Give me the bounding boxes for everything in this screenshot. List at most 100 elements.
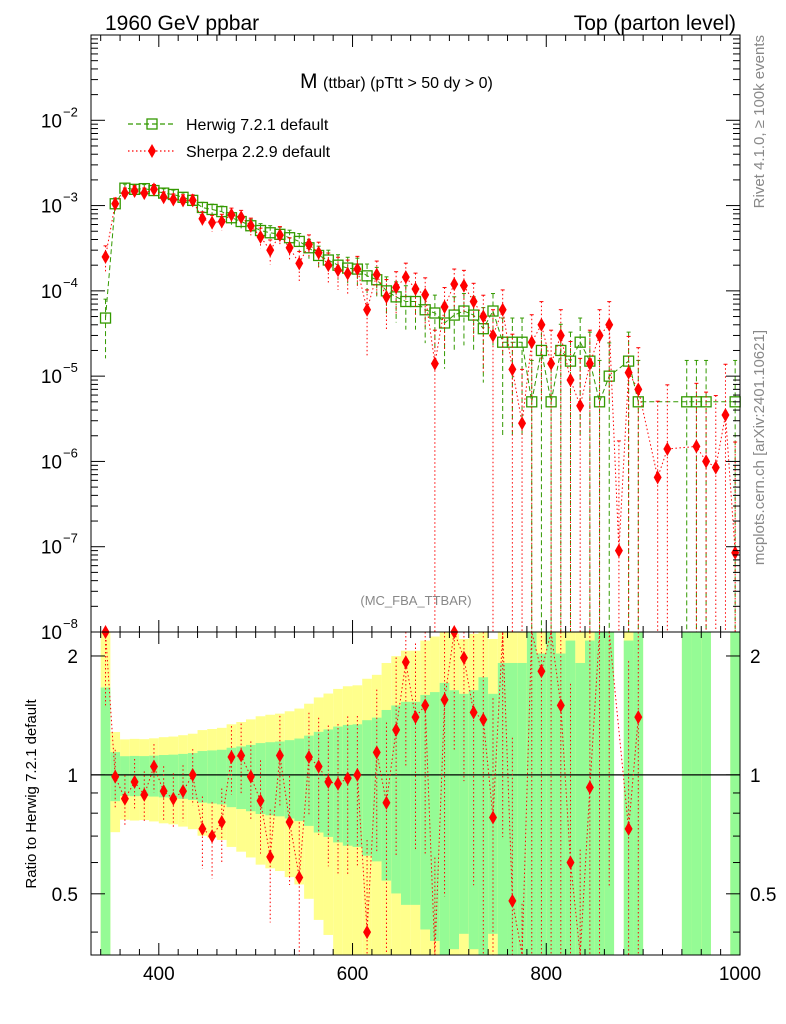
herwig-series (99, 182, 741, 632)
ratio-sherpa-point (304, 749, 313, 764)
sherpa-line (105, 188, 736, 553)
main-panel (90, 34, 741, 633)
ratio-sherpa-point (488, 810, 497, 825)
ratio-sherpa-point (401, 655, 410, 670)
ratio-tick-labels: 0.5 0.5 1 1 2 2 (52, 647, 777, 906)
main-axis-ticks (91, 34, 741, 633)
ratio-sherpa-point (585, 780, 594, 795)
ratio-sherpa-point (120, 791, 129, 806)
sherpa-point (692, 439, 701, 454)
ratio-band-1sigma (284, 740, 295, 819)
sherpa-point (295, 256, 304, 271)
ratio-tick-label-right: 1 (750, 766, 761, 787)
ratio-sherpa-point (237, 748, 246, 763)
ratio-band-1sigma (207, 750, 217, 804)
ratio-sherpa-point (459, 650, 468, 665)
sherpa-point (624, 365, 633, 380)
ratio-sherpa-point (566, 855, 575, 870)
sherpa-point (411, 282, 420, 297)
ratio-band-1sigma (362, 720, 372, 856)
sherpa-point (140, 186, 149, 201)
ratio-band-1sigma (216, 749, 227, 805)
ratio-panel (90, 625, 741, 956)
ratio-sherpa-point (159, 784, 168, 799)
sherpa-point (711, 460, 720, 475)
ratio-band-1sigma (701, 632, 711, 955)
ratio-band-1sigma (565, 640, 576, 955)
sherpa-point (459, 278, 468, 293)
ratio-sherpa-point (256, 793, 265, 808)
ratio-band-1sigma (100, 687, 111, 955)
ratio-sherpa-point (421, 698, 430, 713)
sherpa-point (537, 317, 546, 332)
ratio-band-1sigma (178, 753, 188, 799)
ratio-sherpa-point (440, 692, 449, 707)
ratio-sherpa-point (537, 664, 546, 679)
ratio-sherpa-point (353, 767, 362, 782)
herwig-point (429, 307, 441, 319)
ratio-tick-label-left: 0.5 (52, 885, 78, 906)
y-tick-label: 10 (41, 538, 62, 559)
sherpa-point (179, 193, 188, 208)
sherpa-point (440, 299, 449, 314)
plot-title-sub: (ttbar) (pTtt > 50 dy > 0) (323, 75, 493, 92)
x-tick-label: 800 (530, 964, 562, 985)
ratio-band-1sigma (459, 693, 469, 934)
sherpa-point (275, 228, 284, 243)
ratio-sherpa-point (227, 749, 236, 764)
herwig-point (516, 336, 528, 348)
sherpa-point (188, 193, 197, 208)
sherpa-point (372, 267, 381, 282)
sherpa-point (304, 237, 313, 252)
ratio-band-1sigma (352, 724, 363, 847)
herwig-point (487, 305, 499, 317)
sherpa-point (488, 328, 497, 343)
y-tick-exponent: −5 (63, 360, 78, 375)
sherpa-point (130, 184, 139, 199)
legend-herwig: Herwig 7.2.1 default (128, 117, 329, 134)
ratio-band-1sigma (294, 738, 305, 822)
sherpa-point (149, 182, 158, 197)
sherpa-point (392, 280, 401, 295)
sherpa-point (353, 262, 362, 277)
sherpa-point (731, 545, 740, 560)
ratio-band-1sigma (430, 692, 440, 942)
x-tick-label: 1000 (719, 964, 761, 985)
y-tick-exponent: −4 (63, 275, 78, 290)
ratio-sherpa-point (479, 712, 488, 727)
sherpa-point (556, 328, 565, 343)
ratio-axis-label: Ratio to Herwig 7.2.1 default (23, 699, 40, 889)
ratio-frame (90, 631, 741, 956)
y-tick-exponent: −7 (63, 531, 78, 546)
ratio-sherpa-point (382, 795, 391, 810)
y-tick-label: 10 (41, 111, 62, 132)
ratio-sherpa-point (634, 710, 643, 725)
sherpa-point (585, 356, 594, 371)
sherpa-point (198, 211, 207, 226)
ratio-band-1sigma (517, 662, 527, 955)
ratio-band-1sigma (691, 632, 702, 955)
sherpa-point (566, 373, 575, 388)
x-tick-labels: 400 600 800 1000 (143, 964, 761, 985)
ratio-sherpa-point (266, 849, 275, 864)
y-tick-label: 10 (41, 282, 62, 303)
plot-title: M (300, 70, 318, 93)
ratio-band-1sigma (449, 690, 460, 950)
legend-sherpa: Sherpa 2.2.9 default (128, 144, 331, 161)
sherpa-point (227, 207, 236, 222)
legend: Herwig 7.2.1 default Sherpa 2.2.9 defaul… (128, 117, 331, 161)
sherpa-point (605, 317, 614, 332)
sherpa-point (547, 356, 556, 371)
sherpa-point (343, 266, 352, 281)
sherpa-point (120, 186, 129, 201)
y-tick-label: 10 (41, 623, 62, 644)
legend-sherpa-label: Sherpa 2.2.9 default (186, 144, 331, 161)
sherpa-point (469, 294, 478, 309)
ratio-data-layer (91, 625, 740, 956)
sherpa-point (285, 240, 294, 255)
ratio-band-1sigma (275, 741, 285, 817)
ratio-sherpa-point (169, 791, 178, 806)
ratio-sherpa-point (295, 870, 304, 885)
sherpa-point (208, 215, 217, 230)
ratio-sherpa-point (217, 814, 226, 829)
